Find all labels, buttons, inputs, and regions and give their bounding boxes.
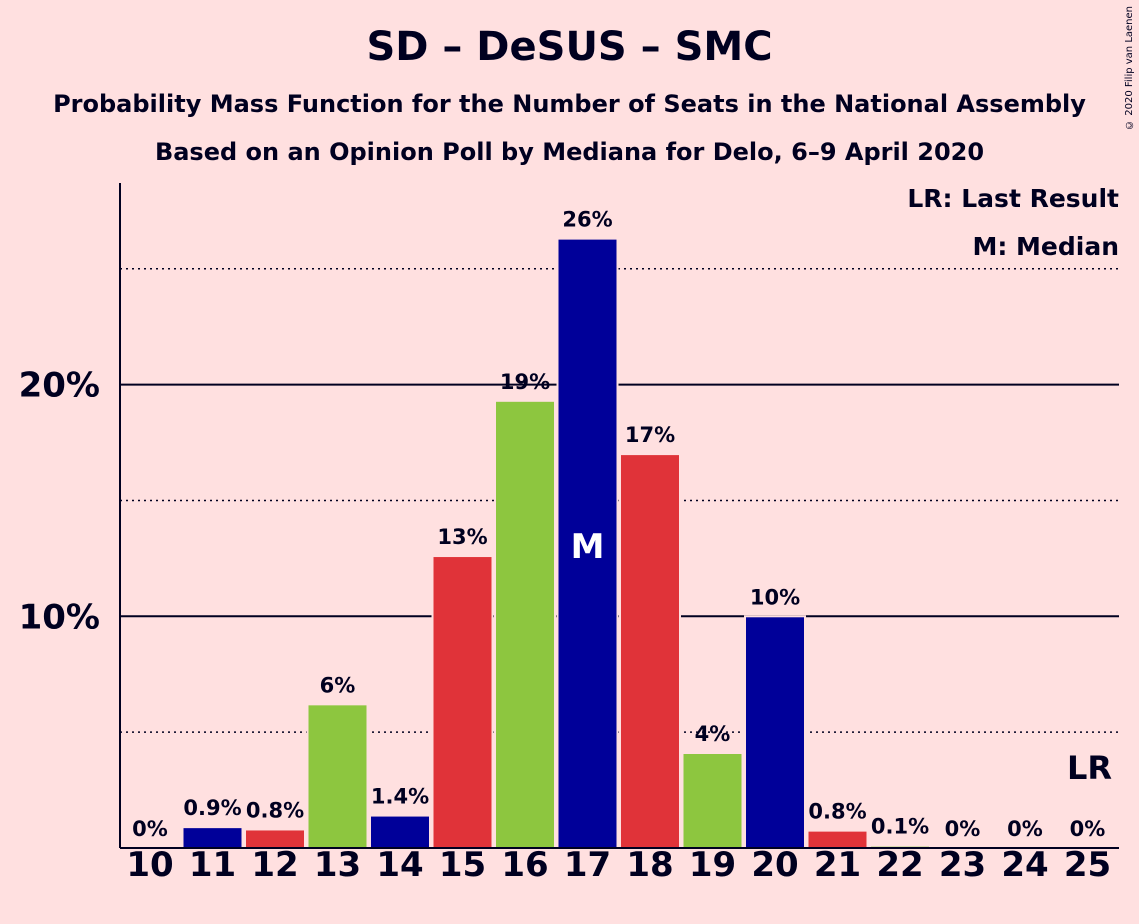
x-tick-label: 25 [1064, 845, 1111, 885]
bar [494, 399, 556, 849]
x-tick-label: 13 [314, 845, 361, 885]
data-label: 0% [1070, 817, 1106, 841]
x-tick-label: 12 [251, 845, 298, 885]
data-label: 0.1% [871, 815, 929, 839]
data-label: 0.9% [183, 796, 241, 820]
bar [431, 555, 494, 849]
x-tick-label: 16 [501, 845, 548, 885]
data-label: 0% [132, 817, 168, 841]
x-tick-label: 17 [564, 845, 611, 885]
x-tick-label: 15 [439, 845, 486, 885]
y-tick-label: 20% [19, 366, 100, 406]
x-tick-label: 20 [751, 845, 798, 885]
data-label: 10% [750, 585, 800, 609]
data-label: 1.4% [371, 785, 429, 809]
legend-last-result: LR: Last Result [907, 184, 1119, 213]
data-label: 0% [1007, 817, 1043, 841]
x-tick-label: 23 [939, 845, 986, 885]
x-tick-label: 18 [626, 845, 673, 885]
y-tick-label: 10% [19, 597, 100, 637]
x-tick-label: 21 [814, 845, 861, 885]
data-label: 13% [437, 525, 487, 549]
bar [369, 814, 431, 849]
median-marker: M [571, 527, 605, 567]
x-tick-label: 19 [689, 845, 736, 885]
bar [619, 453, 681, 849]
data-label: 17% [625, 423, 675, 447]
data-label: 0.8% [808, 800, 866, 824]
x-tick-label: 10 [126, 845, 173, 885]
x-tick-label: 24 [1001, 845, 1048, 885]
bar [556, 237, 619, 850]
x-tick-label: 14 [376, 845, 423, 885]
bar [306, 703, 369, 850]
x-tick-label: 22 [876, 845, 923, 885]
legend-median: M: Median [972, 232, 1119, 261]
last-result-marker: LR [1067, 749, 1112, 787]
data-label: 0.8% [246, 798, 304, 822]
chart-subtitle: Probability Mass Function for the Number… [53, 90, 1086, 118]
x-tick-label: 11 [189, 845, 236, 885]
data-label: 6% [320, 673, 356, 697]
chart-subtitle-source: Based on an Opinion Poll by Mediana for … [154, 138, 985, 166]
chart-title: SD – DeSUS – SMC [366, 24, 773, 70]
data-label: 19% [500, 370, 550, 394]
data-label: 26% [562, 208, 612, 232]
data-label: 4% [695, 722, 731, 746]
bar [681, 752, 744, 849]
bar [744, 615, 806, 849]
data-label: 0% [945, 817, 981, 841]
